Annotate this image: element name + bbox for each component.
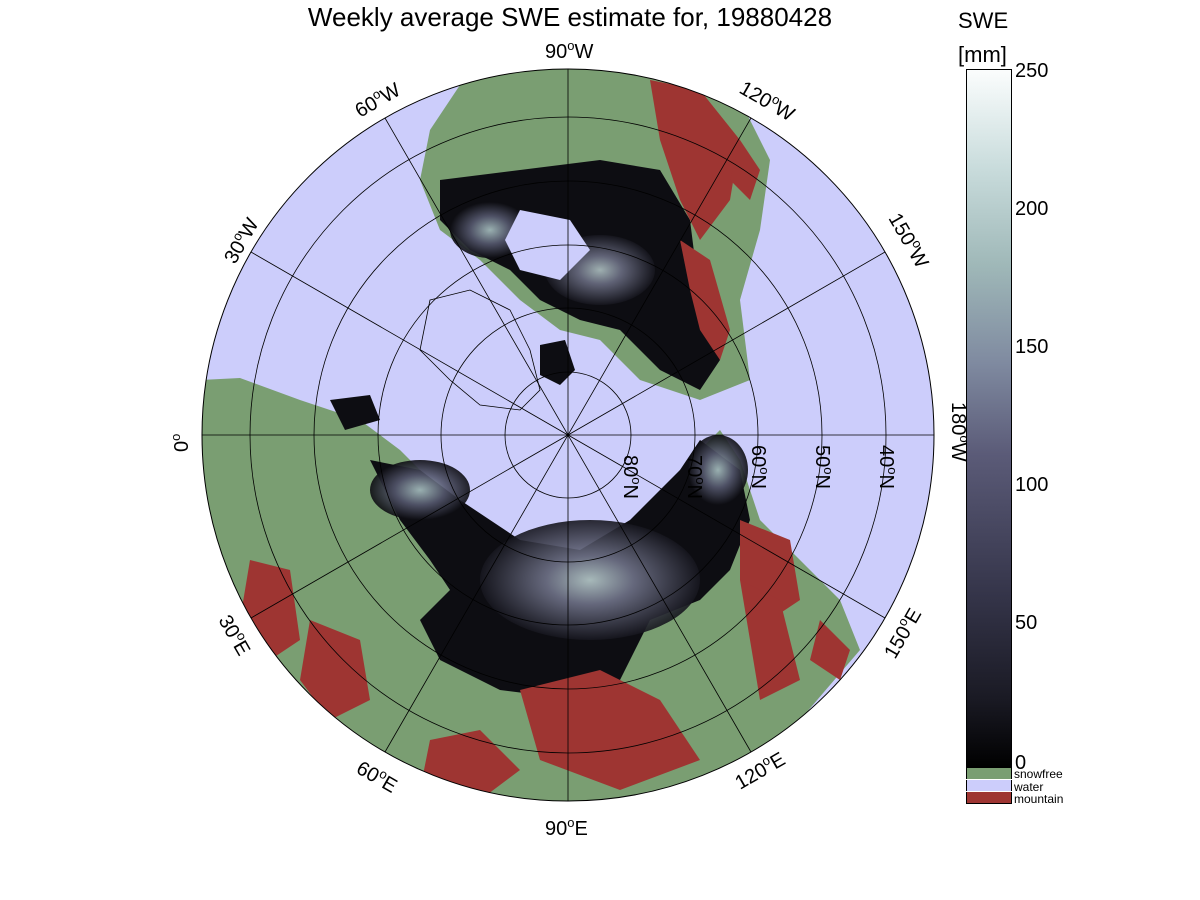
- legend-label-water: water: [1014, 780, 1044, 794]
- colorbar-tick-150: 150: [1015, 336, 1049, 358]
- kamchatka-snow: [688, 435, 748, 505]
- western-europe-land: [205, 380, 270, 470]
- colorbar-unit: [mm]: [958, 42, 1007, 67]
- lat-label-80: 80oN: [619, 455, 644, 499]
- meridian-150w-30e: [250, 251, 886, 619]
- hudson-bay: [505, 210, 590, 280]
- latitude-labels: 80oN 70oN 60oN 50oN 40oN: [619, 445, 900, 499]
- colorbar: [966, 69, 1012, 769]
- colorbar-tick-100: 100: [1015, 474, 1049, 496]
- graticule: [201, 68, 935, 802]
- colorbar-title: SWE: [958, 8, 1009, 33]
- colorbar-tick-200: 200: [1015, 198, 1049, 220]
- colorbar-tick-250: 250: [1015, 60, 1049, 82]
- lat-label-60: 60oN: [747, 445, 772, 489]
- svalbard: [330, 395, 380, 430]
- land-layer: [202, 69, 860, 801]
- colorbar-tick-0: 0: [1015, 752, 1027, 774]
- lon-label-0: 0o: [168, 434, 193, 452]
- legend-label-snowfree: snowfree: [1014, 767, 1063, 781]
- colorbar-tick-50: 50: [1015, 612, 1038, 634]
- lat-label-40: 40oN: [875, 445, 900, 489]
- legend-label-mountain: mountain: [1014, 792, 1064, 806]
- lon-label-180w: 180oW: [947, 402, 972, 462]
- eurasia-mountains: [240, 520, 850, 800]
- lon-label-60e: 60oE: [353, 755, 403, 798]
- lon-label-150w: 150oW: [884, 208, 935, 272]
- scandinavia-snow: [370, 460, 470, 520]
- lon-label-90w: 90oW: [545, 38, 593, 63]
- north-america-mountains: [650, 80, 760, 360]
- legend-swatch-mountain: [966, 792, 1012, 804]
- arctic-islands: [540, 340, 575, 385]
- siberia-snow-peak: [480, 520, 700, 640]
- lon-label-90e: 90oE: [545, 815, 588, 840]
- legend-swatch-water: [966, 780, 1012, 791]
- legend-swatch-snowfree: [966, 768, 1012, 779]
- lat-label-70: 70oN: [683, 455, 708, 499]
- map-title: Weekly average SWE estimate for, 1988042…: [307, 2, 833, 32]
- lat-label-50: 50oN: [811, 445, 836, 489]
